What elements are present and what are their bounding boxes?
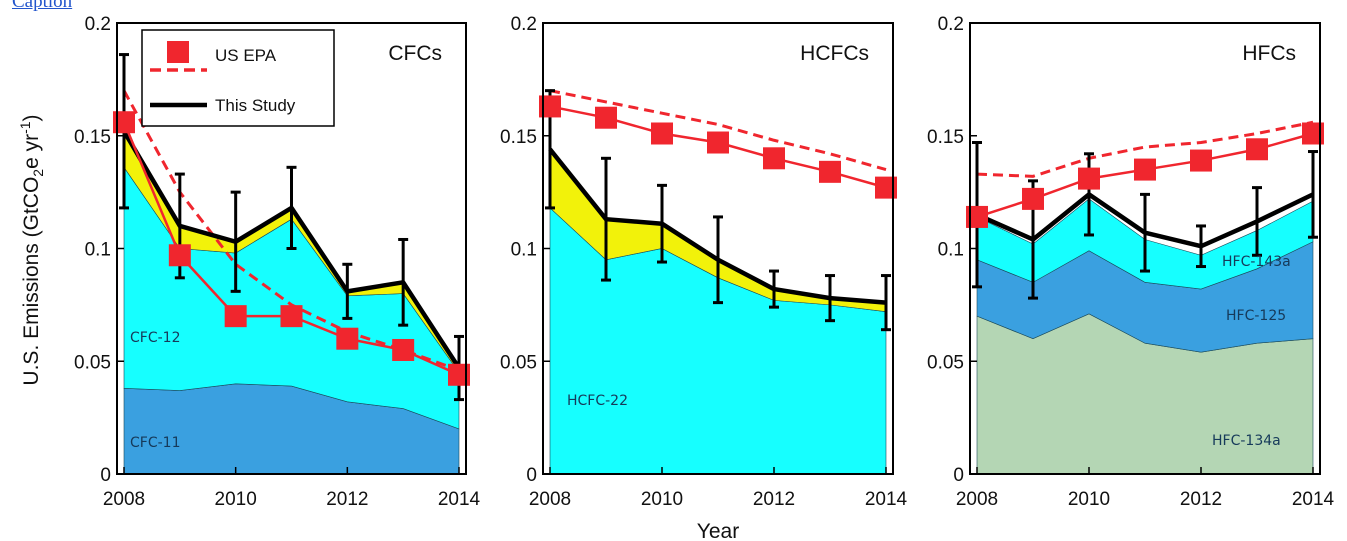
x-tick-label: 2010	[1068, 489, 1110, 510]
area-label-hfc-134a: HFC-134a	[1212, 433, 1281, 449]
panel-cfcs: CFC-12 CFC-11 0 0.05 0.1 0.15 0.2 2008 2010 2012 2…	[74, 14, 481, 510]
panel-title-cfcs: CFCs	[388, 42, 442, 65]
error-bar-2011	[1140, 192, 1150, 273]
legend-label-this-study: This Study	[215, 96, 296, 115]
panel-title-hfcs: HFCs	[1242, 42, 1296, 65]
epa-marker-2010	[651, 122, 673, 145]
area-label-hcfc-22: HCFC-22	[567, 393, 628, 409]
y-tick-label: 0.05	[74, 352, 111, 373]
epa-dashed-line	[976, 120, 1314, 178]
x-tick-label: 2014	[865, 489, 908, 510]
x-tick-label: 2014	[438, 489, 481, 510]
error-bar-2010	[230, 190, 241, 293]
epa-dashed-line	[549, 89, 887, 172]
x-tick-label: 2010	[641, 489, 683, 510]
y-tick-label: 0.15	[74, 127, 111, 148]
x-tick-label: 2012	[326, 489, 368, 510]
error-bar-2013	[1252, 186, 1262, 257]
error-bar-2012	[769, 269, 779, 309]
error-bar-2011	[286, 165, 297, 250]
y-tick-label: 0.2	[511, 14, 537, 35]
error-bar-2012	[1196, 224, 1206, 269]
area-label-cfc-11: CFC-11	[130, 435, 180, 451]
error-bar-2014	[1308, 150, 1318, 239]
y-tick-label: 0.2	[85, 14, 111, 35]
y-tick-label: 0	[526, 465, 537, 486]
x-tick-label: 2008	[529, 489, 571, 510]
legend-epa-marker	[167, 41, 189, 63]
epa-marker-2011	[1134, 158, 1156, 181]
y-axis-label: U.S. Emissions (GtCO2e yr-1)	[17, 114, 46, 385]
x-tick-label: 2012	[753, 489, 795, 510]
y-tick-label: 0.05	[500, 352, 537, 373]
area-label-cfc-12: CFC-12	[130, 330, 180, 346]
epa-marker-2010	[1078, 167, 1100, 190]
epa-marker-2012	[763, 147, 785, 170]
y-tick-label: 0.1	[511, 240, 537, 261]
epa-marker-2012	[1190, 149, 1212, 172]
y-tick-label: 0.1	[85, 240, 111, 261]
epa-marker-2011	[280, 305, 303, 328]
epa-marker-2012	[336, 327, 359, 350]
y-tick-label: 0.2	[938, 14, 964, 35]
y-tick-label: 0.05	[927, 352, 964, 373]
error-bar-2013	[825, 274, 835, 323]
y-tick-label: 0	[953, 465, 964, 486]
epa-marker-2014	[875, 176, 897, 199]
panel-hfcs: HFC-143a HFC-125 HFC-134a 0 0.05 0.1 0.15 0.2 20…	[927, 14, 1335, 510]
x-axis-label: Year	[697, 520, 739, 541]
x-tick-label: 2010	[215, 489, 257, 510]
epa-marker-2008	[539, 95, 561, 118]
error-bar-2013	[398, 237, 409, 327]
error-bar-2010	[657, 183, 667, 264]
epa-marker-2011	[707, 131, 729, 154]
panel-hcfcs: HCFC-22 0 0.05 0.1 0.15 0.2 2008 2010 2012 2014 HC…	[500, 14, 908, 510]
legend-label-us-epa: US EPA	[215, 46, 277, 65]
y-tick-label: 0.15	[500, 127, 537, 148]
epa-marker-2010	[224, 305, 247, 328]
epa-marker-2014	[1302, 122, 1324, 145]
y-tick-label: 0.1	[938, 240, 964, 261]
x-tick-label: 2008	[103, 489, 145, 510]
area-label-hfc-125: HFC-125	[1226, 308, 1286, 324]
y-tick-label: 0	[100, 465, 111, 486]
epa-marker-2013	[392, 338, 415, 361]
area-label-hfc-143a: HFC-143a	[1222, 254, 1291, 270]
error-bar-2012	[342, 262, 353, 320]
error-bar-2010	[1084, 152, 1094, 237]
epa-marker-2013	[819, 160, 841, 183]
legend: US EPA This Study	[141, 29, 335, 127]
y-tick-label: 0.15	[927, 127, 964, 148]
epa-marker-2008	[966, 205, 988, 228]
x-tick-label: 2014	[1292, 489, 1335, 510]
epa-marker-2009	[595, 106, 617, 129]
epa-marker-2013	[1246, 138, 1268, 161]
epa-marker-2008	[113, 111, 135, 134]
error-bar-2014	[881, 274, 891, 332]
x-tick-label: 2012	[1180, 489, 1222, 510]
caption-link[interactable]: Caption	[12, 0, 73, 12]
epa-marker-2009	[1022, 187, 1044, 210]
epa-marker-2009	[168, 244, 191, 267]
error-bar-2009	[601, 156, 611, 282]
epa-marker-2014	[448, 363, 470, 386]
error-bar-2011	[713, 215, 723, 305]
x-tick-label: 2008	[956, 489, 998, 510]
panel-title-hcfcs: HCFCs	[800, 42, 869, 65]
